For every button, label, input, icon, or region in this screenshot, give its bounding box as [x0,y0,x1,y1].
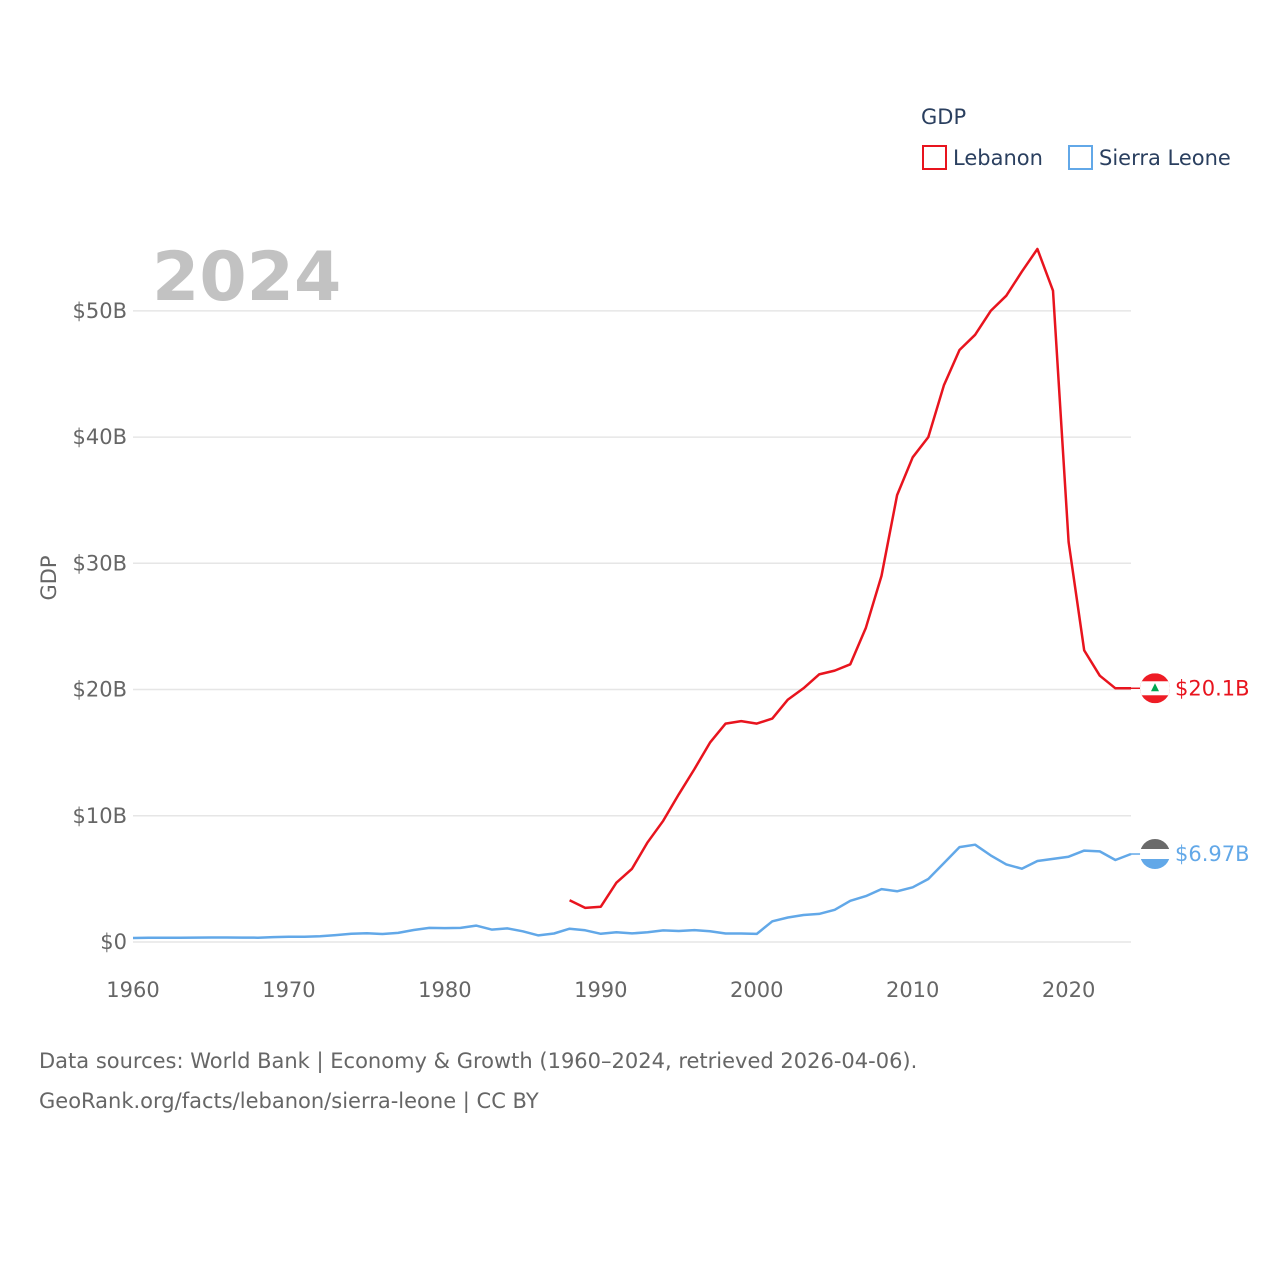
y-tick-label: $20B [73,678,128,702]
legend-title: GDP [921,105,966,129]
legend[interactable]: GDP Lebanon Sierra Leone [921,105,1231,170]
y-tick-label: $30B [73,551,128,575]
x-tick-label: 1960 [106,978,159,1002]
y-tick-label: $50B [73,299,128,323]
x-axis-ticks: 1960 1970 1980 1990 2000 2010 2020 [106,978,1095,1002]
series-end-markers: $20.1B $6.97B [1131,673,1250,870]
end-value-sierra-leone: $6.97B [1175,842,1250,866]
x-tick-label: 1980 [418,978,471,1002]
x-tick-label: 2000 [730,978,783,1002]
legend-label-sierra-leone: Sierra Leone [1099,146,1231,170]
y-tick-label: $10B [73,804,128,828]
y-axis-ticks: $0 $10B $20B $30B $40B $50B [73,299,128,954]
y-tick-label: $40B [73,425,128,449]
legend-item-sierra-leone[interactable]: Sierra Leone [1068,145,1231,170]
legend-item-lebanon[interactable]: Lebanon [922,145,1043,170]
year-label: 2024 [152,238,341,317]
end-value-lebanon: $20.1B [1175,676,1250,700]
flag-lebanon-icon [1140,673,1170,704]
y-axis-label: GDP [37,555,61,600]
legend-label-lebanon: Lebanon [953,146,1043,170]
flag-sierra-leone-icon [1140,839,1170,870]
x-tick-label: 1970 [262,978,315,1002]
legend-swatch-lebanon [922,145,947,170]
legend-swatch-sierra-leone [1068,145,1093,170]
y-tick-label: $0 [100,930,127,954]
source-line-2[interactable]: GeoRank.org/facts/lebanon/sierra-leone |… [39,1089,539,1114]
gridlines [133,310,1131,943]
series-lines [132,247,1132,940]
series-line-lebanon[interactable] [569,247,1131,910]
x-tick-label: 1990 [574,978,627,1002]
x-tick-label: 2020 [1042,978,1095,1002]
series-line-sierra-leone[interactable] [132,843,1132,940]
source-line-1: Data sources: World Bank | Economy & Gro… [39,1049,917,1074]
x-tick-label: 2010 [886,978,939,1002]
